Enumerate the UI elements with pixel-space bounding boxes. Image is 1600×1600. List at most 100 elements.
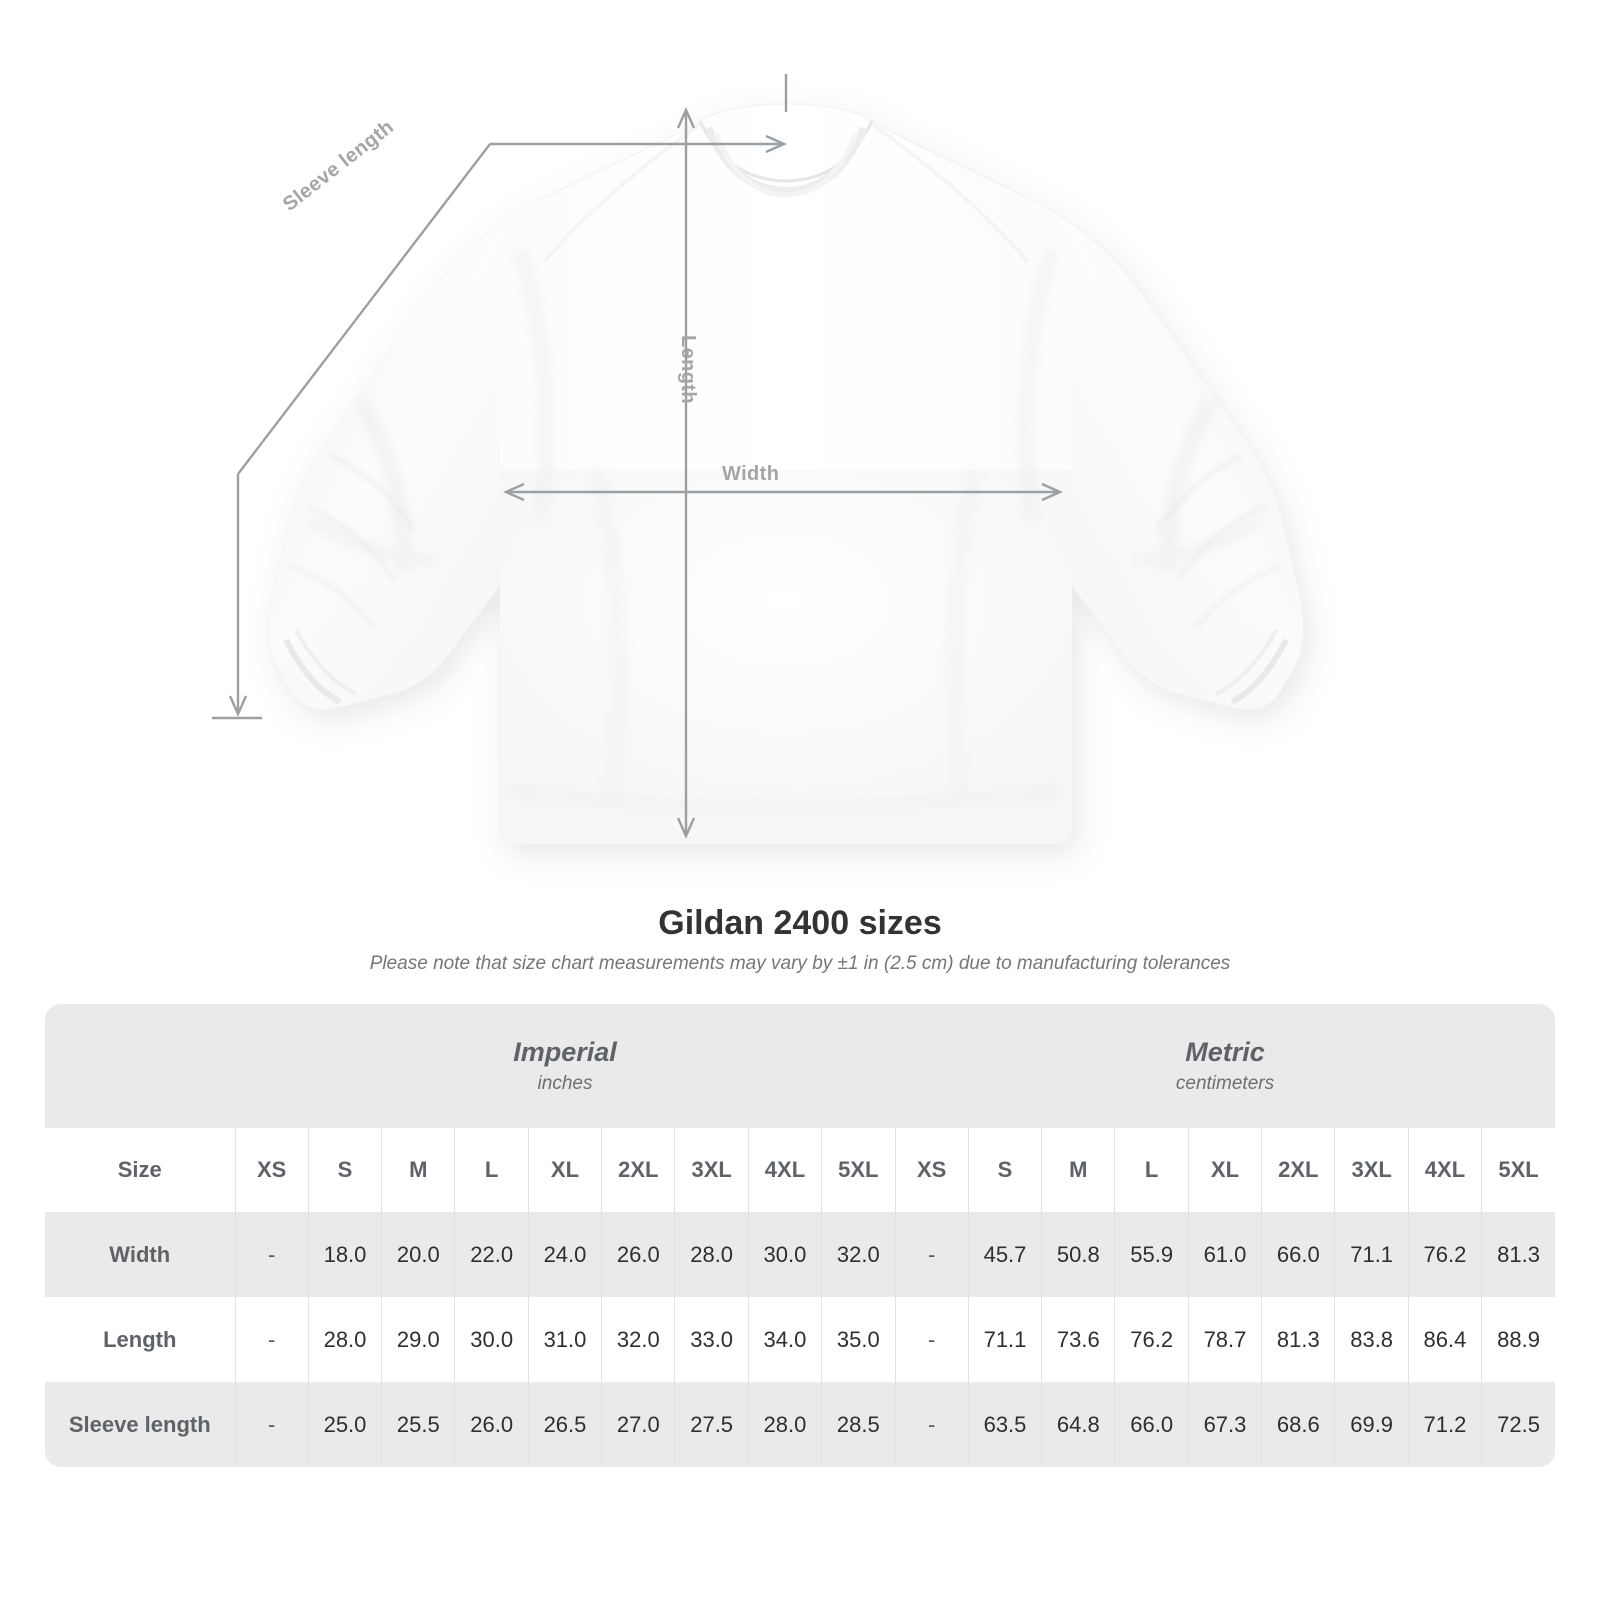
cell-sleeve-length-metric-s: 63.5 xyxy=(967,1382,1042,1467)
cell-sleeve-length-metric-5xl: 72.5 xyxy=(1481,1382,1555,1467)
cell-sleeve-length-metric-4xl: 71.2 xyxy=(1407,1382,1482,1467)
cell-sleeve-length-metric-xs: - xyxy=(894,1382,969,1467)
cell-length-imperial-m: 29.0 xyxy=(381,1297,455,1382)
cell-length-metric-4xl: 86.4 xyxy=(1407,1297,1482,1382)
cell-width-metric-l: 55.9 xyxy=(1114,1212,1189,1297)
empty-value: - xyxy=(928,1326,936,1352)
cell-width-imperial-5xl: 32.0 xyxy=(821,1212,895,1297)
cuffs xyxy=(283,629,1289,705)
shirt-silhouette xyxy=(268,103,1304,845)
cell-length-metric-3xl: 83.8 xyxy=(1334,1297,1409,1382)
size-table-wrapper: Imperial inches Metric centimeters Size XS S M L… xyxy=(45,1004,1555,1467)
sleeve-wrinkles xyxy=(289,453,1283,630)
cell-width-imperial-xs: - xyxy=(234,1212,309,1297)
cell-length-imperial-l: 30.0 xyxy=(454,1297,529,1382)
size-header-3xl-imperial: 3XL xyxy=(674,1128,749,1212)
row-header-length: Length xyxy=(45,1297,235,1382)
length-dimension xyxy=(676,107,696,839)
cell-length-imperial-s: 28.0 xyxy=(307,1297,382,1382)
cell-width-imperial-s: 18.0 xyxy=(307,1212,382,1297)
width-label: Width xyxy=(722,463,780,485)
cell-length-metric-s: 71.1 xyxy=(967,1297,1042,1382)
width-dimension xyxy=(503,482,1063,502)
length-label: Length xyxy=(677,335,699,405)
cell-sleeve-length-imperial-2xl: 27.0 xyxy=(601,1382,675,1467)
shoulder-seams xyxy=(542,122,1030,264)
empty-value: - xyxy=(928,1241,936,1267)
unit-header-metric: Metric centimeters xyxy=(895,1004,1555,1128)
cell-width-metric-s: 45.7 xyxy=(967,1212,1042,1297)
cell-width-metric-xl: 61.0 xyxy=(1187,1212,1262,1297)
cell-width-imperial-3xl: 28.0 xyxy=(674,1212,749,1297)
size-header-m-metric: M xyxy=(1041,1128,1115,1212)
cell-length-imperial-xs: - xyxy=(234,1297,309,1382)
cell-width-imperial-m: 20.0 xyxy=(381,1212,455,1297)
cell-width-imperial-4xl: 30.0 xyxy=(747,1212,822,1297)
cell-sleeve-length-imperial-xl: 26.5 xyxy=(527,1382,602,1467)
size-header-xl-metric: XL xyxy=(1187,1128,1262,1212)
page-subtitle: Please note that size chart measurements… xyxy=(369,953,1231,974)
cell-length-metric-2xl: 81.3 xyxy=(1261,1297,1335,1382)
size-table: Imperial inches Metric centimeters Size XS S M L… xyxy=(45,1004,1555,1467)
cell-sleeve-length-imperial-s: 25.0 xyxy=(307,1382,382,1467)
garment-svg xyxy=(212,74,1304,845)
size-header-l-imperial: L xyxy=(454,1128,529,1212)
cell-length-imperial-3xl: 33.0 xyxy=(674,1297,749,1382)
size-header-s-metric: S xyxy=(967,1128,1042,1212)
cell-length-imperial-2xl: 32.0 xyxy=(601,1297,675,1382)
cell-length-metric-m: 73.6 xyxy=(1041,1297,1115,1382)
fabric-folds xyxy=(308,247,1264,813)
size-header-4xl-metric: 4XL xyxy=(1407,1128,1482,1212)
cell-sleeve-length-metric-xl: 67.3 xyxy=(1187,1382,1262,1467)
cell-sleeve-length-imperial-3xl: 27.5 xyxy=(674,1382,749,1467)
cell-width-metric-5xl: 81.3 xyxy=(1481,1212,1555,1297)
unit-header-imperial: Imperial inches xyxy=(235,1004,895,1128)
cell-sleeve-length-metric-m: 64.8 xyxy=(1041,1382,1115,1467)
cell-length-metric-l: 76.2 xyxy=(1114,1297,1189,1382)
size-header-m-imperial: M xyxy=(381,1128,455,1212)
cell-sleeve-length-metric-l: 66.0 xyxy=(1114,1382,1189,1467)
size-header-xs-imperial: XS xyxy=(234,1128,309,1212)
size-header-4xl-imperial: 4XL xyxy=(747,1128,822,1212)
unit-name: Imperial xyxy=(513,1037,617,1067)
cell-sleeve-length-imperial-xs: - xyxy=(234,1382,309,1467)
cell-sleeve-length-imperial-l: 26.0 xyxy=(454,1382,529,1467)
empty-value: - xyxy=(268,1241,276,1267)
size-header-l-metric: L xyxy=(1114,1128,1189,1212)
size-header-xl-imperial: XL xyxy=(527,1128,602,1212)
size-header-5xl-metric: 5XL xyxy=(1481,1128,1555,1212)
cell-width-metric-m: 50.8 xyxy=(1041,1212,1115,1297)
cell-length-metric-5xl: 88.9 xyxy=(1481,1297,1555,1382)
cell-sleeve-length-imperial-m: 25.5 xyxy=(381,1382,455,1467)
unit-row-corner xyxy=(45,1004,235,1128)
cell-length-metric-xs: - xyxy=(894,1297,969,1382)
cell-length-metric-xl: 78.7 xyxy=(1187,1297,1262,1382)
cell-length-imperial-4xl: 34.0 xyxy=(747,1297,822,1382)
size-header-5xl-imperial: 5XL xyxy=(821,1128,895,1212)
column-header-size: Size xyxy=(45,1128,235,1212)
cell-sleeve-length-imperial-5xl: 28.5 xyxy=(821,1382,895,1467)
empty-value: - xyxy=(268,1411,276,1437)
size-header-3xl-metric: 3XL xyxy=(1334,1128,1409,1212)
cell-width-imperial-l: 22.0 xyxy=(454,1212,529,1297)
garment-illustration: Sleeve length Length Width xyxy=(212,74,1304,845)
cell-width-metric-2xl: 66.0 xyxy=(1261,1212,1335,1297)
unit-name: Metric xyxy=(1185,1037,1265,1067)
cell-sleeve-length-metric-3xl: 69.9 xyxy=(1334,1382,1409,1467)
collar xyxy=(698,120,874,198)
cell-width-metric-4xl: 76.2 xyxy=(1407,1212,1482,1297)
cell-length-imperial-xl: 31.0 xyxy=(527,1297,602,1382)
cell-length-imperial-5xl: 35.0 xyxy=(821,1297,895,1382)
title-block: Gildan 2400 sizes Please note that size … xyxy=(0,900,1600,978)
row-header-width: Width xyxy=(45,1212,235,1297)
cell-width-metric-3xl: 71.1 xyxy=(1334,1212,1409,1297)
page-title: Gildan 2400 sizes xyxy=(658,904,942,942)
cell-width-imperial-2xl: 26.0 xyxy=(601,1212,675,1297)
size-header-s-imperial: S xyxy=(307,1128,382,1212)
cell-sleeve-length-metric-2xl: 68.6 xyxy=(1261,1382,1335,1467)
size-header-xs-metric: XS xyxy=(894,1128,969,1212)
cell-sleeve-length-imperial-4xl: 28.0 xyxy=(747,1382,822,1467)
sleeve-length-dimension xyxy=(212,74,788,720)
size-header-2xl-metric: 2XL xyxy=(1261,1128,1335,1212)
empty-value: - xyxy=(268,1326,276,1352)
